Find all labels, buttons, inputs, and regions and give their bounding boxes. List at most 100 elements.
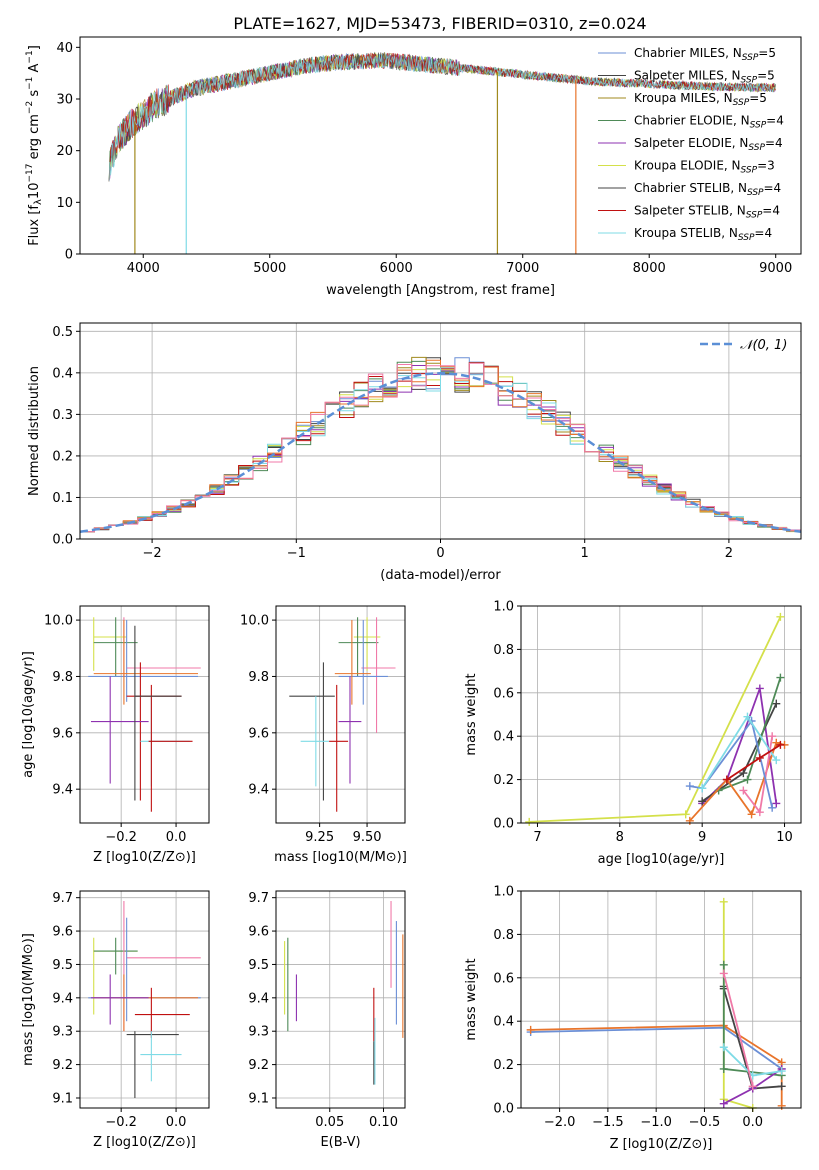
y-tick-label: 9.4 bbox=[248, 783, 269, 798]
x-tick-label: 0 bbox=[436, 546, 444, 561]
weight-marker bbox=[772, 699, 781, 708]
weight-marker bbox=[743, 775, 752, 784]
weight-marker bbox=[776, 612, 785, 621]
y-tick-label: 0.2 bbox=[493, 773, 514, 788]
spectrum-panel: 4000 5000 6000 7000 8000 9000 0 10 20 30 40 wavelen… bbox=[25, 36, 802, 298]
y-tick-label: 0.3 bbox=[52, 408, 73, 423]
mass-vs-ebv-panel: 0.05 0.10 9.1 9.2 9.3 9.4 9.5 9.6 9.7 E(B-V) bbox=[248, 890, 406, 1150]
legend-label: Kroupa MILES, NSSP=5 bbox=[634, 91, 767, 108]
weight-vs-age-panel: 7 8 9 10 0.0 0.2 0.4 0.6 0.8 1.0 age [log10(age/yr… bbox=[464, 600, 802, 867]
y-tick-label: 10.0 bbox=[44, 614, 73, 629]
x-tick-label: −1 bbox=[287, 546, 306, 561]
y-axis-label: age [log10(age/yr)] bbox=[21, 651, 36, 778]
weight-marker bbox=[698, 784, 707, 793]
y-tick-label: 9.8 bbox=[52, 670, 73, 685]
y-tick-label: 9.8 bbox=[248, 670, 269, 685]
weight-marker bbox=[743, 712, 752, 721]
y-tick-label: 9.7 bbox=[52, 891, 73, 906]
weight-marker bbox=[685, 782, 694, 791]
y-tick-label: 9.2 bbox=[52, 1058, 73, 1073]
y-tick-label: 9.5 bbox=[248, 958, 269, 973]
y-tick-label: 40 bbox=[56, 41, 73, 56]
y-tick-label: 9.2 bbox=[248, 1058, 269, 1073]
weight-marker bbox=[719, 1064, 728, 1073]
legend-label: Kroupa ELODIE, NSSP=3 bbox=[634, 159, 775, 176]
weight-marker bbox=[768, 803, 777, 812]
weight-marker bbox=[722, 775, 731, 784]
y-axis-label: mass weight bbox=[464, 673, 479, 755]
y-tick-label: 1.0 bbox=[493, 600, 514, 615]
y-tick-label: 0.4 bbox=[493, 1015, 514, 1030]
y-tick-label: 10 bbox=[56, 196, 73, 211]
x-tick-label: 0.10 bbox=[369, 1115, 398, 1130]
legend-label: Salpeter ELODIE, NSSP=4 bbox=[634, 136, 783, 153]
mass-vs-metallicity-panel: −0.2 0.0 9.1 9.2 9.3 9.4 9.5 9.6 9.7 Z [log10(Z/Z… bbox=[21, 890, 210, 1150]
x-tick-label: 8 bbox=[616, 830, 624, 845]
weight-marker bbox=[719, 969, 728, 978]
y-tick-label: 9.1 bbox=[52, 1091, 73, 1106]
x-axis-label: Z [log10(Z/Z⊙)] bbox=[93, 850, 196, 865]
x-tick-label: −2.0 bbox=[544, 1115, 576, 1130]
x-tick-label: −1.0 bbox=[640, 1115, 672, 1130]
weight-marker bbox=[772, 799, 781, 808]
weight-line bbox=[689, 718, 774, 809]
plot-frame bbox=[79, 36, 802, 255]
x-tick-label: 0.05 bbox=[315, 1115, 344, 1130]
weight-marker bbox=[526, 1025, 535, 1034]
y-tick-label: 9.6 bbox=[248, 726, 269, 741]
y-tick-label: 30 bbox=[56, 93, 73, 108]
plot-frame bbox=[275, 890, 406, 1109]
y-tick-label: 9.6 bbox=[248, 925, 269, 940]
weight-marker bbox=[772, 756, 781, 765]
legend-label: 𝒩(0, 1) bbox=[740, 338, 787, 353]
y-tick-label: 9.1 bbox=[248, 1091, 269, 1106]
x-tick-label: 9 bbox=[698, 830, 706, 845]
x-axis-label: Z [log10(Z/Z⊙)] bbox=[93, 1135, 196, 1150]
x-tick-label: 9.25 bbox=[305, 830, 334, 845]
residual-histogram-panel: −2 −1 0 1 2 0.0 0.1 0.2 0.3 0.4 0.5 (data-model)/er… bbox=[27, 322, 802, 583]
weight-marker bbox=[777, 1082, 786, 1091]
weight-marker bbox=[719, 960, 728, 969]
plot-frame bbox=[520, 890, 802, 1109]
weight-marker bbox=[772, 738, 781, 747]
weight-marker bbox=[681, 810, 690, 819]
legend-label: Salpeter MILES, NSSP=5 bbox=[634, 69, 775, 86]
legend-label: Kroupa STELIB, NSSP=4 bbox=[634, 226, 772, 243]
y-axis-label: Flux [fλ10−17 erg cm−2 s−1 A−1] bbox=[25, 45, 44, 246]
weight-marker bbox=[525, 817, 534, 826]
x-tick-label: −0.5 bbox=[689, 1115, 721, 1130]
y-axis-label: mass weight bbox=[464, 958, 479, 1040]
weight-marker bbox=[755, 684, 764, 693]
weight-line bbox=[722, 973, 754, 1087]
weight-marker bbox=[747, 810, 756, 819]
x-tick-label: 0.0 bbox=[166, 830, 187, 845]
y-tick-label: 0.0 bbox=[52, 533, 73, 548]
weight-marker bbox=[719, 897, 728, 906]
y-tick-label: 0.1 bbox=[52, 491, 73, 506]
weight-marker bbox=[776, 740, 785, 749]
legend-label: Chabrier ELODIE, NSSP=4 bbox=[634, 114, 784, 131]
x-axis-label: Z [log10(Z/Z⊙)] bbox=[610, 1137, 713, 1152]
y-tick-label: 0.6 bbox=[493, 686, 514, 701]
y-tick-label: 1.0 bbox=[493, 885, 514, 900]
weight-marker bbox=[755, 808, 764, 817]
plot-frame bbox=[275, 605, 406, 824]
weight-marker bbox=[739, 786, 748, 795]
x-axis-label: age [log10(age/yr)] bbox=[598, 852, 725, 867]
weight-marker bbox=[739, 769, 748, 778]
y-tick-label: 9.7 bbox=[248, 891, 269, 906]
x-tick-label: −1.5 bbox=[592, 1115, 624, 1130]
y-axis-label: Normed distribution bbox=[27, 366, 42, 496]
plot-frame bbox=[79, 890, 210, 1109]
weight-marker bbox=[719, 1099, 728, 1108]
weight-marker bbox=[719, 1043, 728, 1052]
y-axis-label: mass [log10(M/M⊙)] bbox=[21, 933, 36, 1066]
y-tick-label: 0.4 bbox=[52, 366, 73, 381]
x-tick-label: 6000 bbox=[380, 261, 413, 276]
weight-marker bbox=[777, 1101, 786, 1110]
y-tick-label: 9.6 bbox=[52, 925, 73, 940]
y-tick-label: 9.4 bbox=[248, 991, 269, 1006]
x-tick-label: 9.50 bbox=[353, 830, 382, 845]
x-tick-label: 7000 bbox=[506, 261, 539, 276]
figure-title: PLATE=1627, MJD=53473, FIBERID=0310, z=0… bbox=[233, 14, 646, 33]
